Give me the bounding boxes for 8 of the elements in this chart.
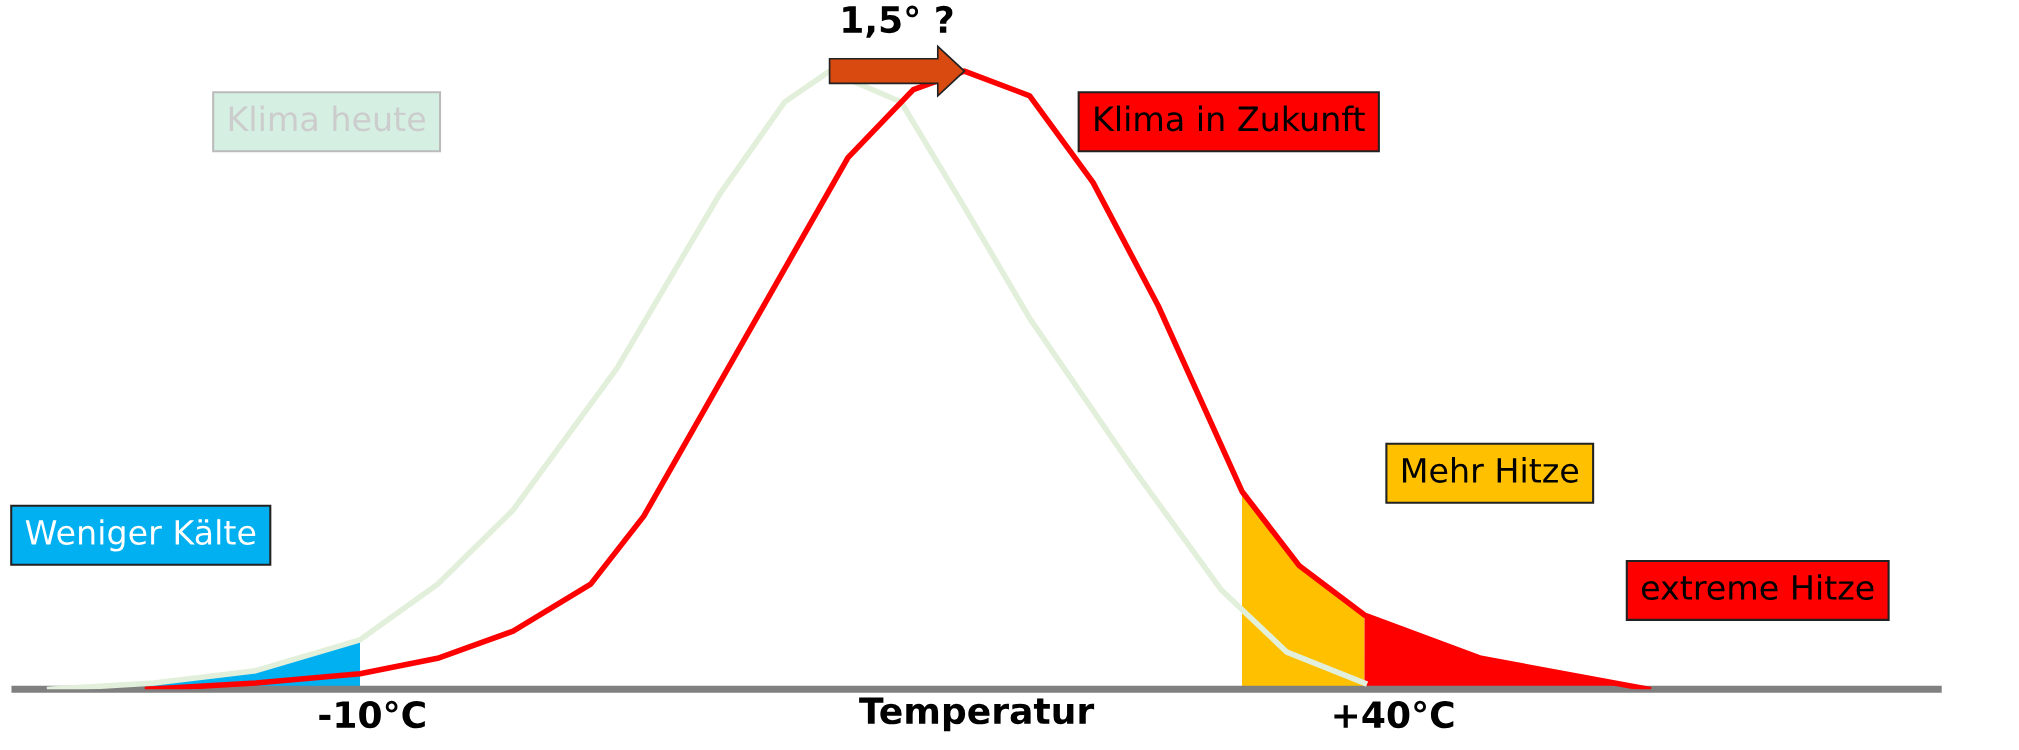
x-tick-label: +40°C bbox=[1334, 700, 1454, 729]
text: 1,5° ? bbox=[843, 5, 953, 38]
text: Mehr Hitze bbox=[1402, 457, 1579, 483]
series-label: Klima in Zukunft bbox=[1095, 105, 1365, 132]
text: extreme Hitze bbox=[1641, 574, 1874, 601]
x-axis-title: Temperatur bbox=[859, 697, 1095, 732]
x-tick-label: -10°C bbox=[319, 700, 425, 729]
text: Weniger Kälte bbox=[25, 519, 256, 552]
